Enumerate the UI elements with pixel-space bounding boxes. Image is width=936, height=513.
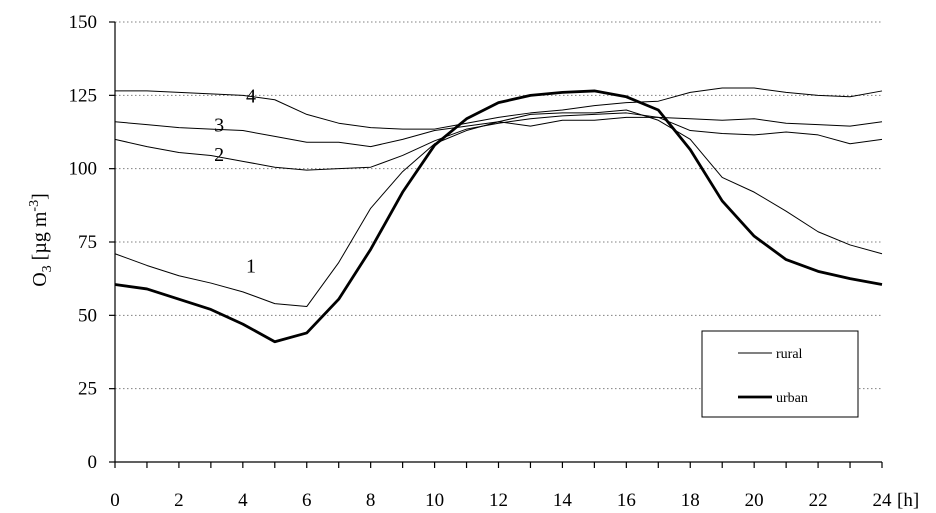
x-tick-label: 4 (238, 490, 248, 511)
series-line-rural-4 (115, 87, 883, 130)
y-axis-label: O3 [µg m-3] (27, 193, 55, 287)
x-tick-label: 18 (681, 490, 700, 511)
x-tick-label: 22 (809, 490, 828, 511)
legend-label-urban: urban (776, 391, 808, 406)
x-tick-label: 0 (110, 490, 120, 511)
x-tick-label: 10 (425, 490, 444, 511)
legend-label-rural: rural (776, 347, 803, 362)
series-line-rural-3 (114, 116, 883, 148)
curve-labels: 1 2 34 (214, 85, 256, 277)
curve-label-4: 4 (246, 85, 256, 107)
x-tick-label: 12 (489, 490, 508, 511)
y-tick-label: 0 (88, 452, 98, 473)
legend: rural urban (701, 330, 859, 418)
series-line-rural-1 (114, 109, 883, 308)
y-ticks: 0 25 50 75 100 125 150 (69, 12, 115, 473)
legend-box (701, 330, 859, 418)
x-tick-label: 2 (174, 490, 184, 511)
y-tick-label: 75 (78, 232, 97, 253)
curve-label-2: 2 (214, 144, 224, 166)
x-tick-label: 16 (617, 490, 636, 511)
x-axis-unit: [h] (897, 490, 919, 511)
x-tick-label: 24 (873, 490, 893, 511)
curve-label-3: 3 (214, 115, 224, 137)
x-tick-label: 6 (302, 490, 312, 511)
x-tick-label: 20 (745, 490, 764, 511)
y-tick-label: 125 (69, 85, 98, 106)
y-tick-label: 25 (78, 379, 97, 400)
y-tick-label: 150 (69, 12, 98, 33)
series-line-rural-2 (114, 112, 883, 171)
x-tick-label: 14 (553, 490, 573, 511)
curve-label-1: 1 (246, 255, 256, 277)
y-tick-label: 50 (78, 305, 97, 326)
x-ticks: 0 2 4 6 8 10 12 14 16 18 20 22 24 (110, 462, 892, 511)
series-lines (114, 87, 883, 344)
y-tick-label: 100 (69, 159, 98, 180)
series-line-urban (114, 89, 883, 344)
x-tick-label: 8 (366, 490, 376, 511)
